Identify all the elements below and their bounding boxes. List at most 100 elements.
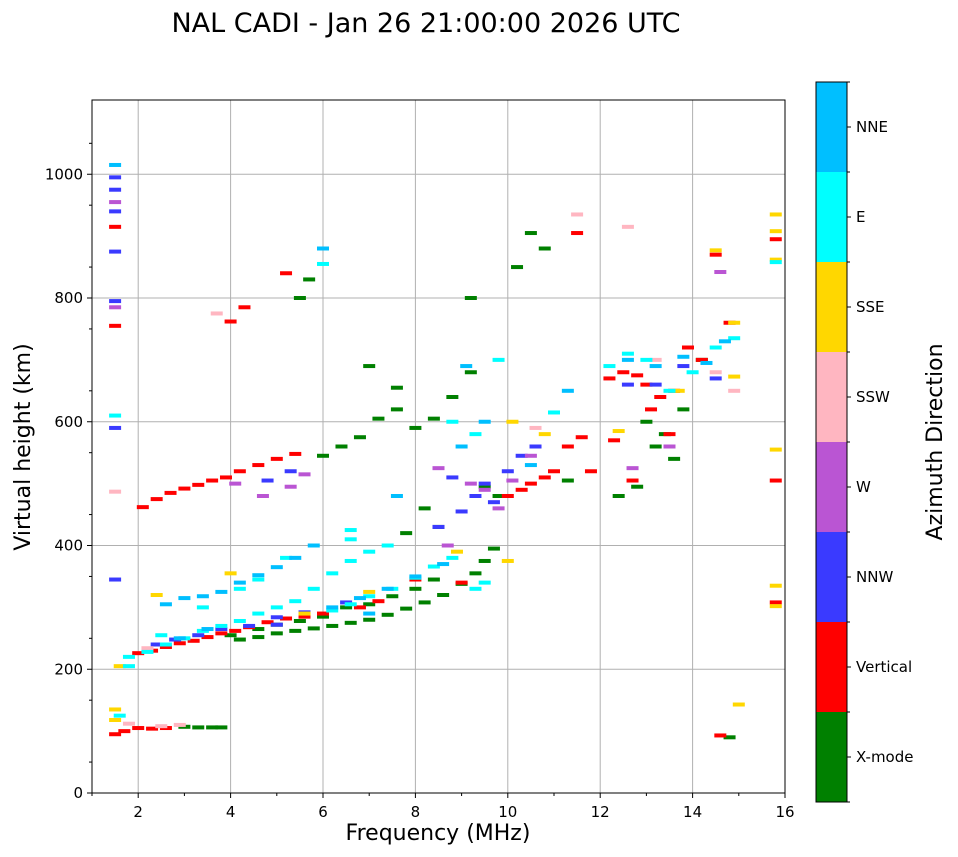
- point-vertical: [229, 628, 242, 633]
- point-x-mode: [492, 494, 505, 498]
- point-nnw: [109, 175, 122, 180]
- point-vertical: [769, 237, 782, 242]
- point-sse: [769, 212, 782, 217]
- point-sse: [450, 549, 463, 554]
- y-tick-label: 200: [54, 660, 83, 678]
- point-nnw: [109, 299, 122, 304]
- point-e: [113, 713, 126, 718]
- point-nne: [252, 573, 265, 578]
- point-sse: [501, 558, 514, 563]
- point-w: [109, 200, 122, 205]
- point-x-mode: [270, 631, 283, 636]
- point-vertical: [769, 478, 782, 483]
- point-vertical: [561, 444, 574, 449]
- point-x-mode: [317, 614, 329, 619]
- point-sse: [109, 707, 122, 712]
- colorbar-swatch: [816, 622, 847, 712]
- x-tick-label: 4: [226, 803, 236, 821]
- point-e: [621, 351, 634, 356]
- colorbar-swatch: [816, 712, 847, 802]
- point-nnw: [192, 633, 205, 638]
- point-x-mode: [252, 627, 265, 632]
- point-vertical: [769, 600, 782, 605]
- point-vertical: [548, 469, 560, 474]
- point-sse: [612, 429, 625, 434]
- point-e: [233, 586, 246, 591]
- point-sse: [506, 419, 519, 424]
- point-vertical: [317, 611, 329, 616]
- point-nnw: [215, 627, 228, 632]
- point-x-mode: [561, 478, 574, 483]
- point-x-mode: [233, 637, 246, 642]
- point-nne: [270, 565, 283, 570]
- point-e: [548, 410, 560, 415]
- point-nne: [289, 555, 302, 560]
- point-w: [663, 444, 676, 449]
- point-x-mode: [400, 606, 413, 611]
- point-nnw: [109, 425, 122, 430]
- point-e: [155, 633, 168, 638]
- point-e: [215, 623, 228, 628]
- point-ssw: [649, 357, 662, 362]
- colorbar-label-item: E: [856, 208, 865, 226]
- point-w: [256, 494, 269, 498]
- point-w: [298, 472, 311, 477]
- point-nne: [363, 611, 376, 616]
- point-e: [122, 654, 135, 659]
- point-x-mode: [340, 605, 353, 610]
- point-nne: [178, 596, 191, 601]
- point-vertical: [261, 620, 274, 625]
- point-nne: [621, 357, 634, 362]
- point-x-mode: [390, 385, 403, 390]
- point-ssw: [109, 489, 122, 494]
- point-x-mode: [353, 435, 366, 440]
- point-nne: [524, 463, 537, 468]
- y-tick-label: 1000: [45, 165, 83, 183]
- point-vertical: [654, 395, 667, 399]
- point-x-mode: [640, 419, 653, 424]
- point-e: [326, 608, 339, 613]
- point-x-mode: [723, 735, 736, 740]
- point-x-mode: [224, 633, 237, 638]
- point-e: [196, 605, 209, 610]
- point-vertical: [372, 599, 385, 604]
- x-tick-label: 16: [775, 803, 794, 821]
- point-sse: [672, 388, 685, 393]
- point-nnw: [109, 249, 122, 254]
- point-nne: [173, 636, 186, 641]
- point-vertical: [109, 224, 122, 229]
- colorbar-label-item: NNE: [856, 118, 888, 136]
- point-ssw: [141, 646, 154, 651]
- point-e: [427, 564, 440, 569]
- colorbar-swatch: [816, 442, 847, 532]
- point-x-mode: [538, 246, 551, 251]
- point-nnw: [270, 615, 283, 620]
- point-vertical: [631, 373, 644, 378]
- point-vertical: [109, 323, 122, 328]
- x-tick-label: 6: [318, 803, 328, 821]
- point-x-mode: [511, 265, 524, 270]
- point-sse: [728, 320, 741, 325]
- point-x-mode: [418, 600, 431, 605]
- point-nne: [455, 444, 468, 449]
- x-axis-label: Frequency (MHz): [346, 821, 531, 846]
- x-tick-label: 14: [683, 803, 702, 821]
- point-x-mode: [446, 395, 459, 399]
- x-tick-label: 2: [133, 803, 143, 821]
- point-sse: [113, 664, 126, 669]
- point-x-mode: [326, 623, 339, 628]
- point-nnw: [469, 494, 482, 498]
- grid-lines: [92, 100, 786, 794]
- point-sse: [769, 257, 782, 262]
- point-nne: [700, 360, 713, 365]
- point-ssw: [621, 224, 634, 229]
- point-e: [233, 618, 246, 623]
- point-nne: [326, 605, 339, 610]
- point-x-mode: [372, 416, 385, 421]
- y-tick-label: 0: [73, 784, 83, 802]
- point-nnw: [109, 187, 122, 192]
- point-x-mode: [427, 416, 440, 421]
- point-x-mode: [437, 593, 450, 597]
- point-nne: [353, 596, 366, 601]
- point-nnw: [284, 469, 297, 474]
